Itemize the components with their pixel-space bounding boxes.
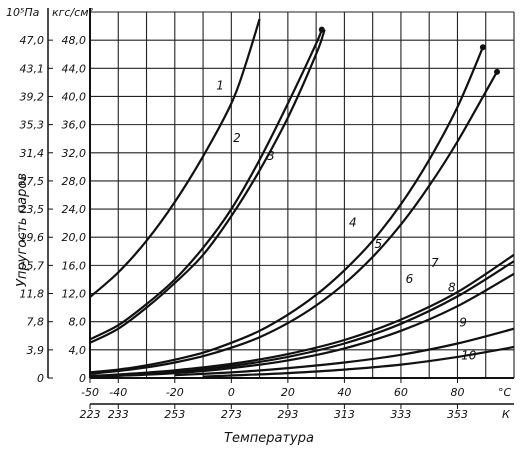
series-end-point-4 [479, 44, 486, 51]
y-unit-kgf: кгс/см² [52, 6, 94, 19]
y-tick-label-kgf: 48,0 [62, 34, 87, 47]
x-tick-label-kelvin: 253 [164, 408, 185, 421]
y-tick-label-kgf: 16,0 [62, 259, 87, 272]
series-line-10 [203, 345, 514, 378]
y-tick-label-kgf: 28,0 [62, 175, 87, 188]
y-tick-label-kgf: 4,0 [69, 344, 87, 357]
x-unit-kelvin: К [502, 408, 511, 421]
x-tick-label-kelvin: 223 [80, 408, 101, 421]
x-tick-label-kelvin: 233 [108, 408, 129, 421]
series-label-5: 5 [374, 237, 382, 251]
series-label-9: 9 [459, 316, 467, 330]
y-tick-label-pa: 23,5 [20, 203, 45, 216]
x-tick-label-celsius: -20 [166, 386, 184, 399]
x-tick-label-celsius: 60 [394, 386, 408, 399]
series-label-10: 10 [461, 349, 477, 363]
x-tick-label-kelvin: 353 [447, 408, 468, 421]
y-tick-label-pa: 39,2 [20, 90, 45, 103]
y-tick-label-kgf: 44,0 [62, 62, 87, 75]
y-tick-label-pa: 11,8 [20, 288, 45, 301]
series-curves [90, 18, 514, 378]
y-tick-label-kgf: 20,0 [62, 231, 87, 244]
y-tick-label-kgf: 40,0 [62, 90, 87, 103]
y-tick-label-kgf: 8,0 [69, 316, 87, 329]
y-tick-label-kgf: 32,0 [62, 147, 87, 160]
axes [47, 8, 514, 405]
series-line-4 [90, 46, 484, 374]
y-tick-label-pa: 3,9 [27, 344, 45, 357]
series-line-7 [90, 260, 514, 378]
y-tick-label-kgf: 0 [79, 372, 86, 385]
series-label-4: 4 [349, 216, 357, 230]
x-tick-label-kelvin: 293 [277, 408, 298, 421]
y-tick-label-kgf: 36,0 [62, 119, 87, 132]
series-line-2 [90, 29, 323, 341]
series-line-9 [174, 327, 514, 377]
x-tick-label-celsius: 40 [337, 386, 351, 399]
x-tick-label-celsius: 80 [450, 386, 464, 399]
series-end-point-5 [494, 68, 501, 75]
y-tick-label-pa: 7,8 [27, 316, 45, 329]
series-label-2: 2 [233, 131, 241, 145]
series-label-6: 6 [406, 272, 414, 286]
series-line-8 [90, 272, 514, 378]
y-tick-label-pa: 15,7 [20, 259, 45, 272]
y-tick-label-pa: 35,3 [20, 119, 45, 132]
y-tick-label-kgf: 24,0 [62, 203, 87, 216]
series-labels: 1 2 3 4 5 6 78 9 10 [216, 78, 477, 362]
x-tick-label-celsius: 20 [281, 386, 295, 399]
x-tick-label-celsius: -40 [109, 386, 127, 399]
y-tick-label-pa: 47,0 [20, 34, 45, 47]
series-line-5 [90, 71, 498, 375]
y-tick-label-pa: 0 [37, 372, 44, 385]
y-unit-pa: 10⁵Па [6, 6, 40, 19]
x-tick-label-kelvin: 313 [334, 408, 355, 421]
y-tick-label-pa: 31,4 [20, 147, 45, 160]
x-tick-label-celsius: -50 [81, 386, 99, 399]
x-axis-label: Температура [224, 431, 314, 446]
y-tick-label-pa: 19,6 [20, 231, 45, 244]
y-tick-labels: 0 0 4,0 3,9 8,0 7,8 12,0 11,8 16,0 15,7 20,0 19,6 24… [20, 34, 87, 385]
grid [89, 11, 515, 379]
y-tick-label-pa: 43,1 [20, 62, 45, 75]
series-label-3: 3 [267, 149, 275, 163]
series-label-8: 8 [448, 280, 456, 294]
x-tick-label-kelvin: 333 [390, 408, 411, 421]
series-label-7: 7 [431, 256, 439, 270]
y-tick-label-kgf: 12,0 [62, 288, 87, 301]
series-line-3 [90, 29, 326, 344]
series-line-1 [90, 18, 261, 298]
x-unit-celsius: °С [498, 386, 512, 399]
series-label-1: 1 [216, 78, 224, 92]
x-tick-label-celsius: 0 [228, 386, 235, 399]
x-tick-labels: -50 -40 -20 0 20 40 60 80 223 233 253 273 293 313 333 3… [80, 378, 468, 421]
x-tick-label-kelvin: 273 [221, 408, 242, 421]
y-tick-label-pa: 27,5 [20, 175, 45, 188]
y-axis-label: Упругость паров [15, 173, 30, 287]
